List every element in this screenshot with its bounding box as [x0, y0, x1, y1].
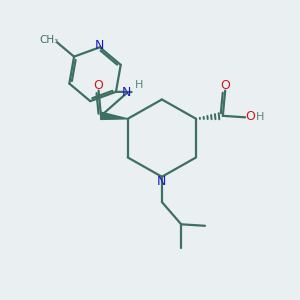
Text: O: O	[94, 79, 103, 92]
Polygon shape	[100, 112, 128, 119]
Text: CH₃: CH₃	[39, 35, 58, 45]
Text: O: O	[220, 79, 230, 92]
Text: N: N	[157, 175, 167, 188]
Text: N: N	[95, 39, 104, 52]
Text: N: N	[122, 85, 131, 98]
Text: H: H	[256, 112, 264, 122]
Text: O: O	[245, 110, 255, 123]
Text: H: H	[134, 80, 143, 90]
